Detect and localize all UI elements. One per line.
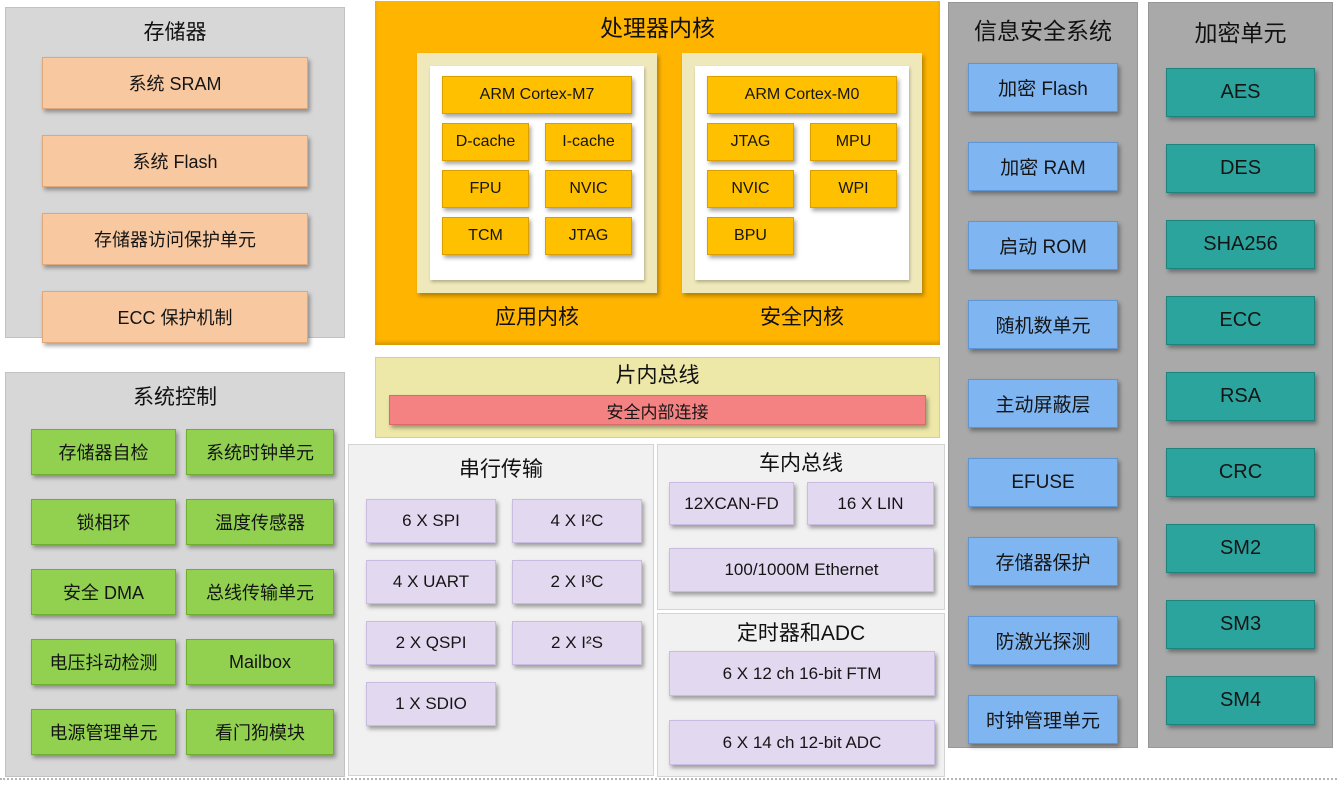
- memory-panel: 存储器 系统 SRAM 系统 Flash 存储器访问保护单元 ECC 保护机制: [5, 7, 345, 343]
- sm4-block: SM4: [1166, 676, 1315, 725]
- pll-block: 锁相环: [31, 499, 176, 545]
- adc-block: 6 X 14 ch 12-bit ADC: [669, 720, 935, 765]
- secure-core-grid: JTAG MPU NVIC WPI BPU: [707, 123, 897, 255]
- bpu-block: BPU: [707, 217, 794, 255]
- i2c-block: 4 X I²C: [512, 499, 642, 543]
- i3c-block: 2 X I³C: [512, 560, 642, 604]
- secure-core-box: ARM Cortex-M0 JTAG MPU NVIC WPI BPU: [695, 66, 909, 280]
- crypto-ram-block: 加密 RAM: [968, 142, 1118, 191]
- rng-unit-block: 随机数单元: [968, 300, 1118, 349]
- fpu-block: FPU: [442, 170, 529, 208]
- ecc-protect-block: ECC 保护机制: [42, 291, 308, 343]
- app-core-box: ARM Cortex-M7 D-cache I-cache FPU NVIC T…: [430, 66, 644, 280]
- boot-rom-block: 启动 ROM: [968, 221, 1118, 270]
- aes-block: AES: [1166, 68, 1315, 117]
- can-fd-block: 12XCAN-FD: [669, 482, 794, 525]
- spi-block: 6 X SPI: [366, 499, 496, 543]
- sys-flash-block: 系统 Flash: [42, 135, 308, 187]
- system-control-title: 系统控制: [133, 386, 217, 409]
- system-control-panel: 系统控制 存储器自检 系统时钟单元 锁相环 温度传感器 安全 DMA 总线传输单…: [5, 372, 345, 777]
- i2s-block: 2 X I²S: [512, 621, 642, 665]
- ethernet-block: 100/1000M Ethernet: [669, 548, 934, 592]
- arm-cortex-m7-block: ARM Cortex-M7: [442, 76, 632, 114]
- memory-protect-block: 存储器保护: [968, 537, 1118, 586]
- serial-transmission-panel: 串行传输 6 X SPI 4 X I²C 4 X UART 2 X I³C 2 …: [348, 444, 654, 776]
- secure-core-label: 安全内核: [760, 306, 844, 329]
- processor-cores-panel: 处理器内核 ARM Cortex-M7 D-cache I-cache FPU …: [375, 1, 940, 345]
- sdio-block: 1 X SDIO: [366, 682, 496, 726]
- secure-dma-block: 安全 DMA: [31, 569, 176, 615]
- d-cache-block: D-cache: [442, 123, 529, 161]
- onchip-bus-panel: 片内总线 安全内部连接: [375, 357, 940, 438]
- crypto-unit-panel: 加密单元 AES DES SHA256 ECC RSA CRC SM2 SM3 …: [1148, 2, 1333, 748]
- i-cache-block: I-cache: [545, 123, 632, 161]
- watchdog-block: 看门狗模块: [186, 709, 334, 755]
- nvic-block-app: NVIC: [545, 170, 632, 208]
- slide-boundary-line: [0, 778, 1337, 780]
- secure-core-subpanel: ARM Cortex-M0 JTAG MPU NVIC WPI BPU: [682, 53, 922, 293]
- memory-panel-title: 存储器: [143, 21, 207, 44]
- crypto-unit-title: 加密单元: [1194, 20, 1287, 46]
- vehicle-bus-title: 车内总线: [759, 452, 843, 475]
- jtag-block-secure: JTAG: [707, 123, 794, 161]
- crc-block: CRC: [1166, 448, 1315, 497]
- clock-mgmt-unit-block: 时钟管理单元: [968, 695, 1118, 744]
- processor-panel-title: 处理器内核: [600, 15, 715, 41]
- info-security-panel: 信息安全系统 加密 Flash 加密 RAM 启动 ROM 随机数单元 主动屏蔽…: [948, 2, 1138, 748]
- voltage-jitter-detect-block: 电压抖动检测: [31, 639, 176, 685]
- active-shield-block: 主动屏蔽层: [968, 379, 1118, 428]
- app-core-label: 应用内核: [495, 306, 579, 329]
- serial-panel-title: 串行传输: [459, 458, 543, 481]
- power-mgmt-unit-block: 电源管理单元: [31, 709, 176, 755]
- mpu-block: MPU: [810, 123, 897, 161]
- rsa-block: RSA: [1166, 372, 1315, 421]
- timer-adc-panel: 定时器和ADC 6 X 12 ch 16-bit FTM 6 X 14 ch 1…: [657, 613, 945, 777]
- mem-selftest-block: 存储器自检: [31, 429, 176, 475]
- nvic-block-secure: NVIC: [707, 170, 794, 208]
- crypto-flash-block: 加密 Flash: [968, 63, 1118, 112]
- ftm-block: 6 X 12 ch 16-bit FTM: [669, 651, 935, 696]
- anti-laser-detect-block: 防激光探测: [968, 616, 1118, 665]
- qspi-block: 2 X QSPI: [366, 621, 496, 665]
- temp-sensor-block: 温度传感器: [186, 499, 334, 545]
- arm-cortex-m0-block: ARM Cortex-M0: [707, 76, 897, 114]
- jtag-block-app: JTAG: [545, 217, 632, 255]
- serial-grid: 6 X SPI 4 X I²C 4 X UART 2 X I³C 2 X QSP…: [349, 487, 653, 726]
- timer-adc-title: 定时器和ADC: [736, 622, 866, 645]
- uart-block: 4 X UART: [366, 560, 496, 604]
- onchip-bus-title: 片内总线: [615, 364, 700, 387]
- sha256-block: SHA256: [1166, 220, 1315, 269]
- efuse-block: EFUSE: [968, 458, 1118, 507]
- sys-clock-unit-block: 系统时钟单元: [186, 429, 334, 475]
- ecc-block: ECC: [1166, 296, 1315, 345]
- secure-interconnect-bar: 安全内部连接: [389, 395, 926, 425]
- vehicle-bus-panel: 车内总线 12XCAN-FD 16 X LIN 100/1000M Ethern…: [657, 444, 945, 610]
- sys-sram-block: 系统 SRAM: [42, 57, 308, 109]
- mem-access-protect-block: 存储器访问保护单元: [42, 213, 308, 265]
- vehicle-bus-row: 12XCAN-FD 16 X LIN: [658, 479, 944, 525]
- sm2-block: SM2: [1166, 524, 1315, 573]
- app-core-subpanel: ARM Cortex-M7 D-cache I-cache FPU NVIC T…: [417, 53, 657, 293]
- sm3-block: SM3: [1166, 600, 1315, 649]
- des-block: DES: [1166, 144, 1315, 193]
- bus-transfer-unit-block: 总线传输单元: [186, 569, 334, 615]
- system-control-grid: 存储器自检 系统时钟单元 锁相环 温度传感器 安全 DMA 总线传输单元 电压抖…: [6, 415, 344, 755]
- mailbox-block: Mailbox: [186, 639, 334, 685]
- tcm-block: TCM: [442, 217, 529, 255]
- info-security-title: 信息安全系统: [974, 18, 1112, 44]
- wpi-block: WPI: [810, 170, 897, 208]
- app-core-grid: D-cache I-cache FPU NVIC TCM JTAG: [442, 123, 632, 255]
- lin-block: 16 X LIN: [807, 482, 934, 525]
